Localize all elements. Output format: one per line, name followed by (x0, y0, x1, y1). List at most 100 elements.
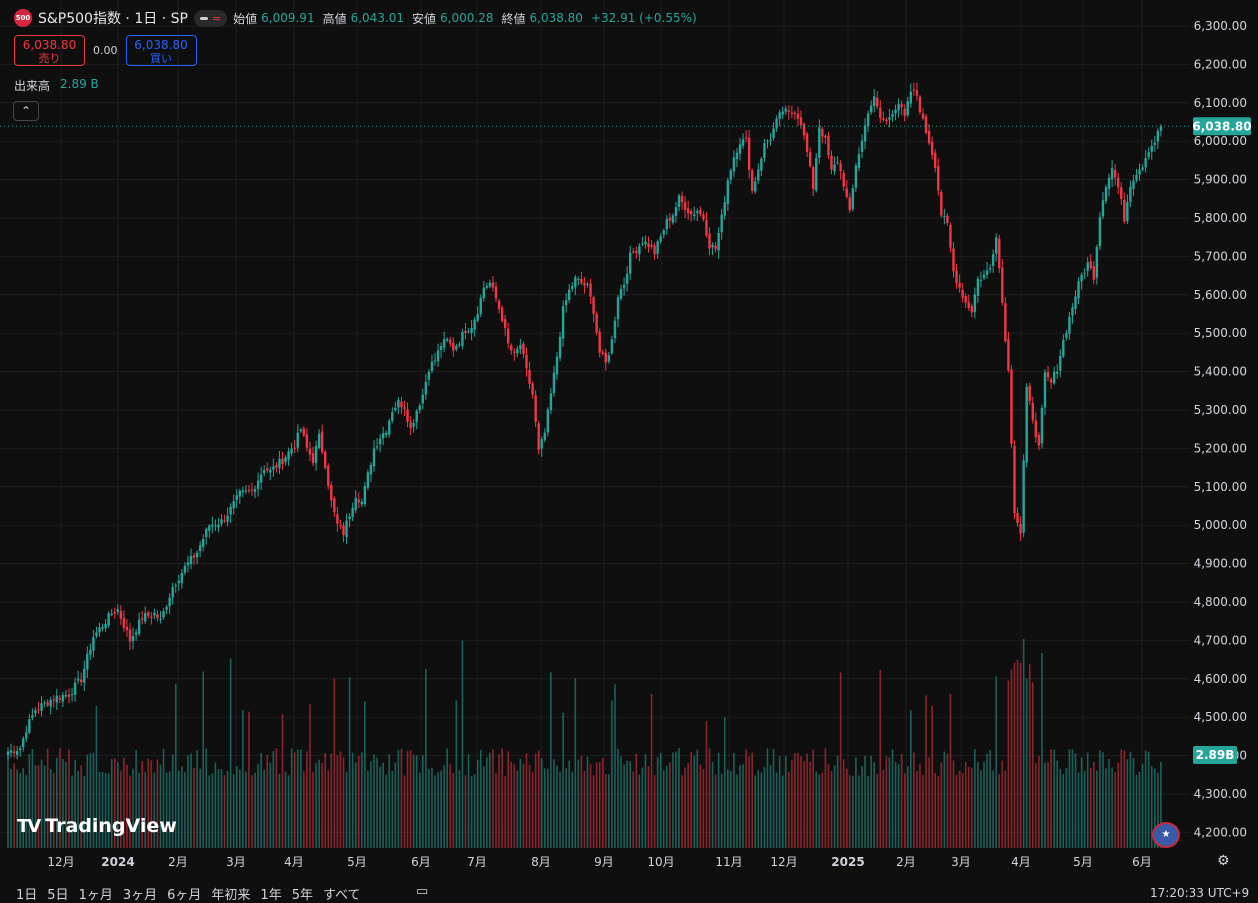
volume-bar (614, 684, 616, 848)
volume-bar (257, 763, 259, 848)
y-tick-label: 4,500.00 (1194, 710, 1247, 724)
open-label: 始値 (233, 11, 258, 26)
volume-bar (702, 769, 705, 848)
indicator-toggle[interactable]: ≈ (193, 9, 228, 27)
x-tick-label: 4月 (1011, 855, 1031, 869)
candle-body (442, 339, 446, 348)
candle-body (388, 420, 391, 435)
candle-body (863, 125, 867, 142)
volume-bar (159, 764, 162, 848)
candle-body (821, 129, 824, 137)
clock[interactable]: 17:20:33 UTC+9 (1150, 886, 1250, 900)
candle-body (1141, 167, 1144, 170)
volume-bar (339, 751, 342, 848)
volume-bar (422, 755, 424, 848)
volume-bar (754, 775, 757, 848)
candle-body (76, 678, 80, 681)
volume-bar (882, 769, 885, 848)
candle-body (1089, 261, 1092, 269)
collapse-legend-button[interactable]: ⌃ (13, 101, 39, 121)
volume-bar (199, 768, 201, 848)
candle-body (159, 619, 162, 621)
y-tick-label: 5,700.00 (1194, 249, 1247, 263)
volume-bar (1141, 763, 1144, 848)
symbol-title[interactable]: S&P500指数 · 1日 · SP (38, 11, 188, 27)
volume-bar (989, 750, 991, 848)
volume-bar (1004, 770, 1007, 848)
volume-bar (1047, 762, 1049, 848)
candle-body (632, 251, 635, 253)
candle-body (317, 433, 321, 448)
range-tab-5y[interactable]: 5年 (291, 888, 313, 903)
candle-body (647, 243, 650, 248)
volume-bar (376, 757, 378, 848)
volume-bar (208, 775, 211, 848)
volume-bar (730, 770, 732, 848)
range-tab-3m[interactable]: 3ヶ月 (122, 888, 158, 903)
volume-bar (647, 766, 650, 848)
candle-body (324, 451, 327, 468)
candle-body (686, 208, 690, 214)
volume-badge (1193, 746, 1237, 764)
y-tick-label: 5,800.00 (1194, 211, 1247, 225)
x-tick-label: 12月 (47, 855, 74, 869)
range-tab-6m[interactable]: 6ヶ月 (167, 888, 202, 903)
us-flag-icon[interactable]: ★ (1154, 824, 1178, 846)
candle-body (940, 191, 943, 216)
range-tab-all[interactable]: すべて (322, 888, 361, 903)
volume-bar (113, 758, 116, 848)
volume-bar (117, 762, 119, 848)
range-tab-ytd[interactable]: 年初来 (211, 888, 251, 903)
candle-body (1092, 266, 1095, 280)
candle-body (336, 514, 339, 524)
range-tab-1y[interactable]: 1年 (260, 888, 282, 903)
candle-body (1138, 169, 1141, 175)
candle-body (327, 465, 330, 486)
volume-bar (129, 775, 131, 848)
range-tab-1d[interactable]: 1日 (16, 888, 38, 903)
candle-body (592, 297, 595, 314)
y-axis[interactable]: 6,300.00 6,200.00 6,100.00 6,000.00 5,900.00… (1194, 19, 1247, 839)
volume-bar (592, 775, 595, 848)
x-tick-label: 2025 (831, 855, 864, 869)
calendar-icon[interactable]: ▭ (416, 884, 429, 899)
volume-bar (431, 767, 433, 848)
candle-body (67, 694, 71, 697)
volume-bar (736, 774, 738, 848)
volume-bar (644, 754, 647, 848)
candle-body (830, 155, 833, 170)
volume-bar (49, 769, 52, 848)
grid-lines (0, 0, 1190, 848)
candle-body (1028, 385, 1031, 402)
range-tab-1m[interactable]: 1ヶ月 (78, 888, 113, 903)
volume-bar (1044, 762, 1046, 848)
volume-bar (458, 770, 461, 848)
volume-bar (83, 775, 86, 848)
volume-bar (870, 755, 872, 848)
buy-button[interactable]: 6,038.80 買い (125, 35, 197, 66)
volume-bar (751, 752, 753, 848)
candle-body (351, 507, 354, 517)
volume-bar (605, 774, 607, 848)
volume-bar (52, 773, 55, 848)
candle-body (52, 699, 55, 701)
volume-bar (452, 772, 455, 848)
candle-body (333, 498, 336, 513)
volume-bar (498, 753, 500, 848)
candle-body (882, 118, 885, 120)
volume-bar (556, 765, 558, 848)
volume-bar (821, 772, 824, 848)
sell-button[interactable]: 6,038.80 売り (14, 35, 85, 66)
range-tab-5d[interactable]: 5日 (47, 888, 69, 903)
volume-bar (138, 772, 140, 848)
volume-bar (1059, 768, 1062, 848)
gear-icon[interactable]: ⚙ (1217, 853, 1230, 869)
volume-bar (800, 756, 802, 848)
volume-bar (370, 761, 372, 848)
x-axis[interactable]: 12月 2024 2月 3月 4月 5月 6月 7月 8月 9月 10月 11月 12月 2025 2月 3月… (47, 855, 1151, 869)
candle-body (488, 282, 492, 287)
volume-value: 2.89 B (60, 77, 99, 91)
candlesticks[interactable] (6, 82, 1163, 761)
candle-body (708, 233, 711, 249)
